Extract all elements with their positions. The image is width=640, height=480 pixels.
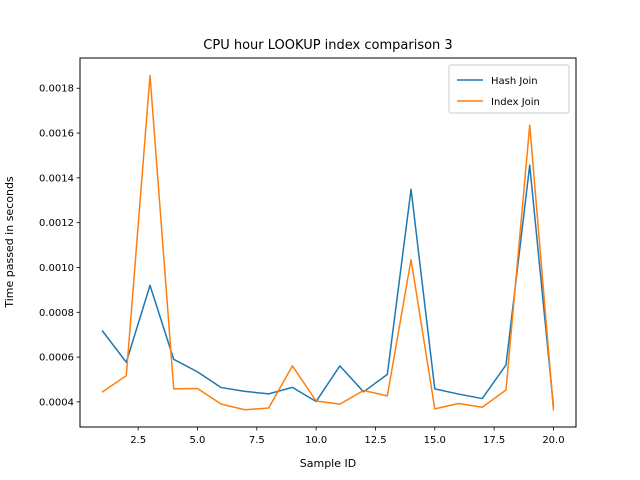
- y-axis-label: Time passed in seconds: [3, 176, 16, 309]
- y-tick-label: 0.0012: [39, 218, 74, 229]
- x-tick-label: 10.0: [305, 435, 327, 446]
- y-tick-label: 0.0016: [39, 129, 74, 140]
- y-axis: 0.0004 0.0006 0.0008 0.0010 0.0012 0.0014 0.00…: [39, 84, 80, 408]
- x-tick-label: 12.5: [364, 435, 386, 446]
- series-line-index-join: [101, 74, 555, 411]
- x-tick-label: 5.0: [190, 435, 206, 446]
- x-tick-label: 17.5: [483, 435, 505, 446]
- y-tick-label: 0.0008: [39, 308, 74, 319]
- x-tick-label: 20.0: [542, 435, 564, 446]
- x-tick-label: 2.5: [130, 435, 146, 446]
- x-tick-label: 7.5: [249, 435, 265, 446]
- legend: Hash Join Index Join: [448, 64, 570, 114]
- y-tick-label: 0.0006: [39, 353, 74, 364]
- legend-label: Index Join: [491, 97, 540, 108]
- x-axis: 2.5 5.0 7.5 10.0 12.5 15.0 17.5 20.0: [130, 427, 565, 446]
- plot-frame: [79, 57, 577, 428]
- chart-title: CPU hour LOOKUP index comparison 3: [203, 38, 452, 53]
- series-layer: [101, 74, 555, 411]
- y-tick-label: 0.0014: [39, 173, 74, 184]
- y-tick-label: 0.0010: [39, 263, 74, 274]
- y-tick-label: 0.0018: [39, 84, 74, 95]
- legend-label: Hash Join: [491, 76, 538, 87]
- y-tick-label: 0.0004: [39, 397, 74, 408]
- x-axis-label: Sample ID: [300, 457, 356, 470]
- series-line-hash-join: [101, 164, 555, 408]
- x-tick-label: 15.0: [424, 435, 446, 446]
